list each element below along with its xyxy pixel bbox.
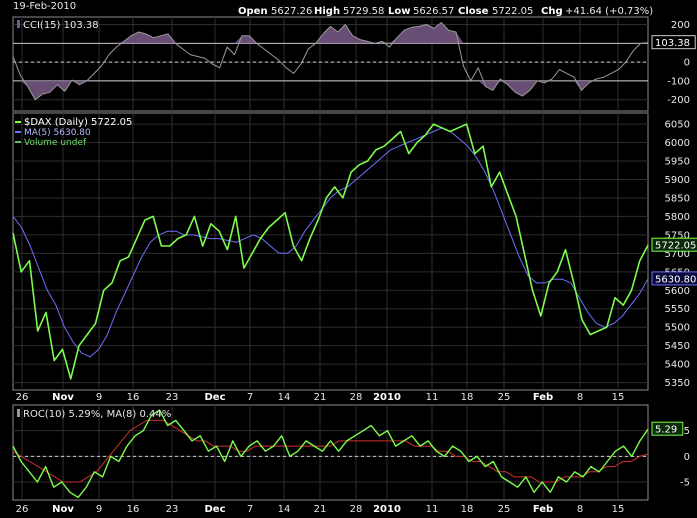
price-frame [12,112,649,391]
cci-legend-swatch [17,20,20,28]
low-value: 5626.57 [413,6,454,17]
price-legend-entry: MA(5) 5630.80 [24,128,91,138]
chart-date: 19-Feb-2010 [13,1,76,12]
x-tick-label: 11 [426,504,439,515]
ma-last-tag [651,271,697,286]
x-tick-label: 28 [350,392,363,403]
cci-last-tag [651,35,696,50]
roc-last-tag [651,421,684,436]
price-tick-label: 5800 [665,212,690,223]
price-legend-entry: Volume undef [24,138,87,148]
x-tick-label: 15 [612,392,625,403]
x-tick-label: 23 [166,504,179,515]
roc-panel: 5 0 -5 ROC(10) 5.29%, MA(8) 0.44% 5.29 [12,404,690,501]
close-value: 5722.05 [492,6,533,17]
x-tick-label: 14 [278,504,291,515]
x-tick-label: Dec [204,504,225,515]
cci-tick-label: 0 [684,58,690,69]
x-tick-label: 18 [461,392,474,403]
price-legend-entry: $DAX (Daily) 5722.05 [24,117,132,128]
x-tick-label: Nov [52,392,74,403]
cci-tick-label: -100 [667,76,690,87]
roc-last-tag-text: 5.29 [655,425,677,436]
x-tick-label: Dec [204,392,225,403]
price-tick-label: 6000 [665,138,690,149]
cci-last-tag-text: 103.38 [655,38,690,49]
price-tick-label: 5350 [665,378,690,389]
price-tick-label: 5400 [665,360,690,371]
x-tick-label: 7 [247,504,253,515]
roc-line [12,409,649,499]
x-tick-label: 9 [96,504,102,515]
high-label: High [314,6,340,17]
price-tick-label: 6050 [665,120,690,131]
price-tick-label: 5700 [665,249,690,260]
x-tick-label: 25 [498,392,511,403]
x-tick-label: 8 [577,392,583,403]
roc-title: ROC(10) 5.29%, MA(8) 0.44% [23,409,171,420]
x-tick-label: 9 [96,392,102,403]
price-tick-label: 5850 [665,193,690,204]
x-tick-label: 2010 [373,504,401,515]
price-tick-label: 5900 [665,175,690,186]
x-tick-label: 14 [278,392,291,403]
x-tick-label: 16 [127,392,140,403]
price-tick-label: 5750 [665,230,690,241]
roc-x-axis: 26 Nov 9 16 23 Dec 7 14 21 28 2010 11 18 25 Feb 8 15 [16,504,625,515]
x-tick-label: Feb [533,504,553,515]
x-tick-label: Feb [533,392,553,403]
x-tick-label: 26 [16,504,29,515]
close-label: Close [458,6,489,17]
ma-line [12,127,649,358]
cci-line [12,22,649,101]
price-line [12,123,649,380]
roc-frame [12,404,649,501]
x-tick-label: 21 [314,504,327,515]
ma-last-tag-text: 5630.80 [655,274,696,285]
roc-tick-label: -5 [680,478,690,489]
open-label: Open [238,6,268,17]
x-tick-label: 2010 [373,392,401,403]
low-label: Low [388,6,410,17]
cci-tick-label: 200 [671,20,690,31]
x-tick-label: 15 [612,504,625,515]
chg-label: Chg [541,6,563,17]
x-tick-label: 7 [247,392,253,403]
cci-title: CCI(15) 103.38 [23,20,99,31]
price-panel: 6050600059505900585058005750570056505600… [12,112,697,391]
price-tick-label: 5600 [665,286,690,297]
price-last-tag [651,237,697,252]
x-tick-label: 23 [166,392,179,403]
x-tick-label: 28 [350,504,363,515]
x-tick-label: 16 [127,504,140,515]
roc-tick-label: 5 [684,426,690,437]
x-tick-label: Nov [52,504,74,515]
high-value: 5729.58 [343,6,384,17]
cci-overbought-fill [13,22,648,44]
price-tick-label: 5550 [665,304,690,315]
price-last-tag-text: 5722.05 [655,241,696,252]
x-tick-label: 26 [16,392,29,403]
x-tick-label: 25 [498,504,511,515]
price-x-axis: 26 Nov 9 16 23 Dec 7 14 21 28 2010 11 18 25 Feb 8 15 [16,392,625,403]
chg-value: +41.64 (+0.73%) [565,6,653,17]
x-tick-label: 8 [577,504,583,515]
x-tick-label: 11 [426,392,439,403]
roc-legend-swatch [17,409,20,417]
x-tick-label: 21 [314,392,327,403]
cci-tick-label: -200 [667,95,690,106]
price-tick-label: 5450 [665,341,690,352]
roc-tick-label: 0 [684,452,690,463]
open-value: 5627.26 [271,6,312,17]
ohlc-header: Open 5627.26 High 5729.58 Low 5626.57 Cl… [238,6,653,17]
price-tick-label: 5500 [665,323,690,334]
cci-oversold-fill [13,80,648,100]
x-tick-label: 18 [461,504,474,515]
price-tick-label: 5950 [665,157,690,168]
